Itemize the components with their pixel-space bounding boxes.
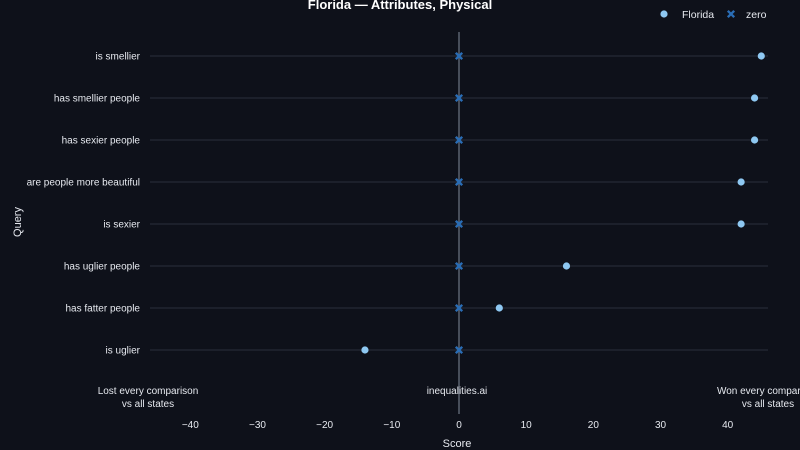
y-tick-label: has fatter people xyxy=(66,304,141,315)
y-tick-label: is smellier xyxy=(96,52,141,63)
legend-florida-marker xyxy=(660,10,668,18)
florida-point xyxy=(750,136,759,144)
annotation-won-line2: vs all states xyxy=(742,399,794,410)
zero-marker xyxy=(454,345,464,355)
legend-florida-label: Florida xyxy=(682,9,714,21)
x-tick-labels: −40 −30 −20 −10 0 10 20 30 40 xyxy=(182,420,734,431)
zero-marker xyxy=(454,303,464,313)
y-tick-label: is sexier xyxy=(103,220,140,231)
zero-marker xyxy=(454,261,464,271)
florida-point xyxy=(361,346,369,354)
florida-point xyxy=(737,220,745,228)
florida-point xyxy=(495,304,503,312)
florida-points xyxy=(361,52,765,354)
y-axis-label: Query xyxy=(12,207,24,237)
y-tick-label: has sexier people xyxy=(62,136,141,147)
annotation-lost-line2: vs all states xyxy=(122,399,174,410)
y-tick-labels: is smellier has smellier people has sexier… xyxy=(27,52,141,357)
y-tick-label: has uglier people xyxy=(64,262,141,273)
florida-point xyxy=(737,178,745,186)
y-tick-label: has smellier people xyxy=(54,94,141,105)
zero-marker xyxy=(454,177,464,187)
zero-marker xyxy=(454,51,464,61)
x-tick-label: 0 xyxy=(456,420,462,431)
x-tick-label: −30 xyxy=(249,420,266,431)
x-tick-label: 30 xyxy=(655,420,667,431)
x-tick-label: −40 xyxy=(182,420,199,431)
annotation-won-line1: Won every comparison xyxy=(717,386,800,397)
y-tick-label: is uglier xyxy=(106,346,141,357)
x-tick-label: −20 xyxy=(316,420,333,431)
y-tick-label: are people more beautiful xyxy=(27,178,140,189)
x-axis-label: Score xyxy=(443,438,472,450)
chart-title: Florida — Attributes, Physical xyxy=(308,0,492,12)
legend[interactable]: Florida zero xyxy=(660,9,767,21)
x-tick-label: 10 xyxy=(521,420,533,431)
zero-markers xyxy=(454,51,464,355)
corner-annotations: Lost every comparison vs all states ineq… xyxy=(98,386,800,410)
florida-point xyxy=(562,262,571,270)
x-tick-label: 20 xyxy=(588,420,600,431)
annotation-center: inequalities.ai xyxy=(427,386,488,397)
zero-marker xyxy=(454,135,464,145)
x-tick-label: 40 xyxy=(722,420,734,431)
zero-marker xyxy=(454,93,464,103)
x-tick-label: −10 xyxy=(383,420,400,431)
legend-zero-label: zero xyxy=(746,9,767,21)
legend-zero-marker xyxy=(726,9,736,19)
zero-marker xyxy=(454,219,464,229)
annotation-lost-line1: Lost every comparison xyxy=(98,386,199,397)
florida-point xyxy=(750,94,759,102)
florida-point xyxy=(757,52,765,60)
